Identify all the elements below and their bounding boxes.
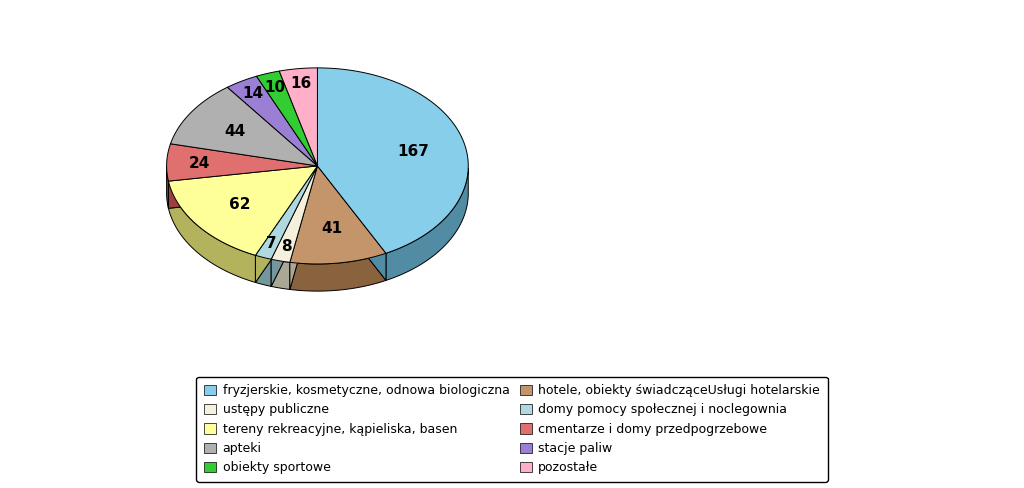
Polygon shape [168,166,317,208]
Text: 7: 7 [266,236,276,251]
Polygon shape [255,166,317,283]
Text: 24: 24 [189,156,211,171]
Polygon shape [167,144,317,181]
Polygon shape [386,168,468,281]
Polygon shape [317,68,468,253]
Text: 62: 62 [228,197,250,212]
Text: 16: 16 [291,76,311,91]
Polygon shape [271,166,317,286]
Polygon shape [255,255,271,286]
Text: 14: 14 [243,86,263,102]
Polygon shape [168,166,317,255]
Text: 10: 10 [264,80,286,95]
Polygon shape [290,166,317,289]
Polygon shape [271,166,317,263]
Polygon shape [280,68,317,166]
Polygon shape [271,166,317,286]
Text: 167: 167 [397,143,429,159]
Polygon shape [168,166,317,208]
Polygon shape [255,166,317,259]
Polygon shape [257,71,317,166]
Polygon shape [167,166,168,208]
Polygon shape [271,259,290,289]
Polygon shape [227,76,317,166]
Legend: fryzjerskie, kosmetyczne, odnowa biologiczna, ustępy publiczne, tereny rekreacyj: fryzjerskie, kosmetyczne, odnowa biologi… [197,377,827,482]
Polygon shape [290,166,317,289]
Polygon shape [255,166,317,283]
Text: 41: 41 [321,222,342,237]
Polygon shape [317,166,386,281]
Text: 8: 8 [281,239,291,254]
Polygon shape [317,166,386,281]
Polygon shape [171,87,317,166]
Text: 44: 44 [225,123,246,139]
Polygon shape [290,166,386,264]
Polygon shape [168,181,255,283]
Polygon shape [290,253,386,291]
